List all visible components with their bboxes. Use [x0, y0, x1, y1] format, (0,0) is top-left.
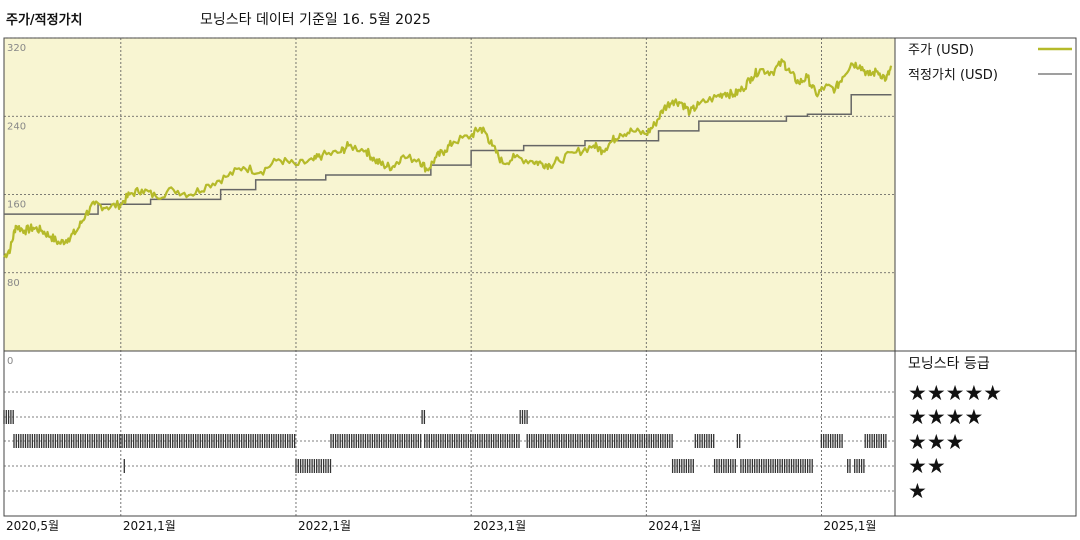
legend-fair-label: 적정가치 (USD) — [908, 68, 998, 83]
x-tick-label: 2022,1월 — [298, 519, 351, 533]
axis-labels: 320 240 160 80 0 2020,5월 2021,1월 2022,1월 2023,1월… — [6, 43, 876, 533]
rating-bar-2-star — [295, 459, 332, 473]
y-tick-label: 160 — [7, 200, 26, 211]
rating-bar-2-star — [740, 459, 813, 473]
star-row-4: ★★★★ — [908, 405, 983, 429]
star-row-1: ★ — [908, 479, 927, 503]
rating-bar-3-star — [736, 434, 741, 448]
rating-bar-2-star — [713, 459, 736, 473]
legend-panel-frame — [894, 37, 1077, 517]
price-layer — [3, 58, 893, 259]
rating-bar-2-star — [671, 459, 694, 473]
star-row-3: ★★★ — [908, 430, 964, 454]
y-tick-label: 0 — [7, 356, 13, 367]
rating-bar-3-star — [424, 434, 520, 448]
rating-bar-2-star — [854, 459, 865, 473]
rating-bar-3-star — [864, 434, 887, 448]
y-tick-label: 80 — [7, 278, 20, 289]
price-line — [3, 58, 893, 259]
x-tick-label: 2021,1월 — [123, 519, 176, 533]
rating-bar-3-star — [526, 434, 673, 448]
rating-bar-2-star — [847, 459, 851, 473]
y-tick-label: 240 — [7, 121, 26, 132]
x-tick-label: 2024,1월 — [648, 519, 701, 533]
star-row-2: ★★ — [908, 454, 946, 478]
rating-bar-4-star — [519, 410, 528, 424]
rating-bar-3-star — [13, 434, 296, 448]
rating-bar-3-star — [330, 434, 422, 448]
x-tick-label: 2020,5월 — [6, 519, 59, 533]
rating-bar-4-star — [3, 410, 14, 424]
rating-bar-3-star — [820, 434, 843, 448]
x-tick-label: 2025,1월 — [823, 519, 876, 533]
rating-bar-3-star — [694, 434, 715, 448]
rating-layer — [3, 410, 887, 473]
rating-legend-title: 모닝스타 등급 — [908, 356, 990, 372]
data-date-subtitle: 모닝스타 데이터 기준일 16. 5월 2025 — [200, 12, 431, 28]
star-row-5: ★★★★★ — [908, 381, 1002, 405]
y-tick-label: 320 — [7, 43, 26, 54]
rating-bar-4-star — [421, 410, 426, 424]
x-tick-label: 2023,1월 — [473, 519, 526, 533]
legend-price-label: 주가 (USD) — [908, 43, 974, 58]
chart-title: 주가/적정가치 — [6, 13, 83, 28]
